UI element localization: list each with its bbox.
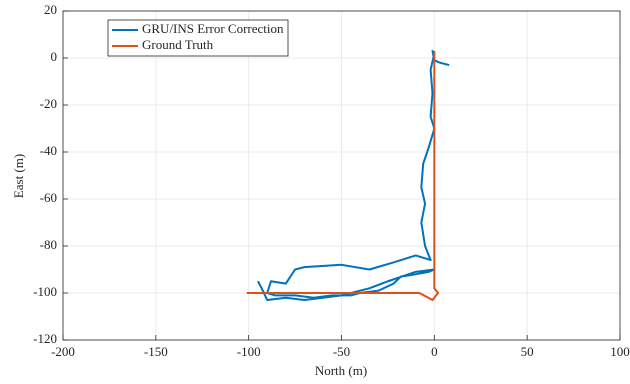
x-tick-label: 0 [431,344,438,359]
x-tick-label: -150 [144,344,168,359]
legend-box [107,19,289,57]
series-line [246,50,440,302]
y-tick-label: -40 [40,143,57,158]
y-axis-label: East (m) [11,154,26,198]
x-tick-label: 100 [610,344,630,359]
x-tick-label: -100 [237,344,261,359]
series-line [257,49,450,302]
legend-label: GRU/INS Error Correction [142,21,284,36]
plot-lines [246,49,450,302]
x-axis-label: North (m) [315,363,367,378]
y-tick-label: 20 [44,2,57,17]
y-tick-label: -80 [40,237,57,252]
y-tick-label: -20 [40,96,57,111]
y-tick-label: -120 [33,331,57,346]
legend-label: Ground Truth [142,37,214,52]
y-tick-label: 0 [51,49,58,64]
y-tick-label: -100 [33,284,57,299]
x-tick-label: -200 [51,344,75,359]
x-tick-label: 50 [521,344,534,359]
x-tick-label: -50 [333,344,350,359]
y-tick-label: -60 [40,190,57,205]
